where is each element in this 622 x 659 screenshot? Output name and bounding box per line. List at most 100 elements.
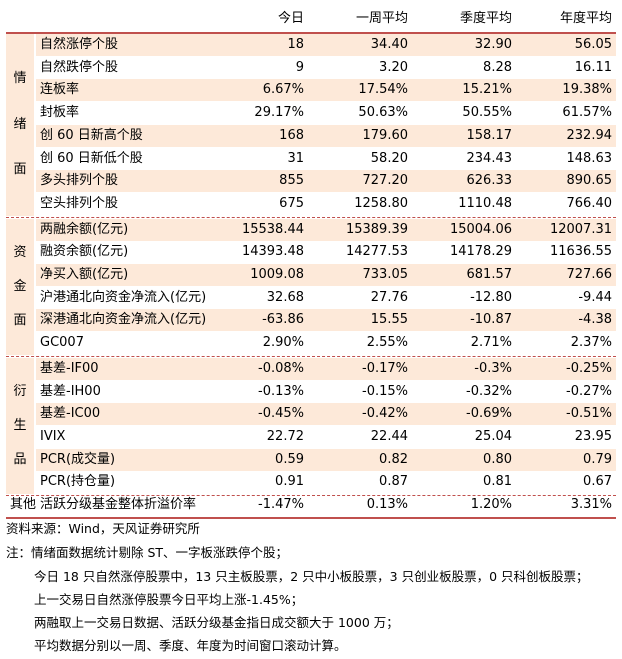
row-shade	[36, 309, 616, 332]
row-value: 0.67	[583, 474, 612, 490]
row-value: 2.37%	[570, 335, 612, 351]
table-row: 自然跌停个股 9 3.20 8.28 16.11	[0, 57, 622, 79]
row-value: 58.20	[370, 150, 408, 166]
header-week-avg: 一周平均	[355, 11, 408, 26]
row-value: 11636.55	[549, 244, 612, 260]
row-value: 27.76	[370, 289, 408, 305]
row-label: 融资余额(亿元)	[40, 244, 129, 260]
row-value: 6.67%	[262, 82, 304, 98]
other-value-week: 0.13%	[366, 497, 408, 512]
note-line-1: 注：情绪面数据统计剔除 ST、一字板涨跌停个股；	[6, 545, 289, 560]
row-value: 0.59	[275, 451, 304, 467]
header-quarter-avg: 季度平均	[459, 11, 512, 26]
row-value: 56.05	[574, 37, 612, 52]
row-value: -0.13%	[258, 383, 304, 399]
table-row: 基差-IF00 -0.08% -0.17% -0.3% -0.25%	[0, 357, 622, 380]
row-value: 50.55%	[462, 105, 512, 121]
sentiment-section-label-char: 绪	[13, 116, 27, 132]
row-value: -63.86	[262, 312, 304, 328]
row-label: 两融余额(亿元)	[40, 221, 129, 237]
row-label: 基差-IH00	[40, 383, 101, 399]
row-value: -0.25%	[566, 360, 612, 376]
row-value: 8.28	[483, 59, 512, 75]
row-value: 1009.08	[250, 267, 304, 282]
table-row: 自然涨停个股 18 34.40 32.90 56.05	[0, 34, 622, 56]
row-value: 148.63	[566, 150, 613, 166]
row-shade	[36, 79, 616, 102]
funding-section-band	[6, 218, 34, 355]
row-shade	[36, 357, 616, 380]
derivatives-section-divider	[6, 495, 616, 496]
row-value: 727.66	[566, 267, 613, 282]
note-line-2: 今日 18 只自然涨停股票中，13 只主板股票，2 只中小板股票，3 只创业板股…	[34, 569, 589, 584]
row-value: 727.20	[362, 173, 409, 189]
row-label: 创 60 日新高个股	[40, 127, 143, 143]
row-value: 17.54%	[358, 82, 408, 98]
row-label: 净买入额(亿元)	[40, 267, 129, 282]
row-value: 0.80	[483, 451, 512, 467]
row-value: -0.15%	[362, 383, 408, 399]
table-row: 创 60 日新高个股 168 179.60 158.17 232.94	[0, 124, 622, 147]
row-label: 基差-IC00	[40, 406, 101, 422]
row-value: 31	[287, 150, 304, 166]
row-shade	[36, 170, 616, 193]
table-header: 今日 一周平均 季度平均 年度平均	[0, 8, 622, 30]
row-value: 15389.39	[345, 221, 408, 237]
row-label: 基差-IF00	[40, 360, 99, 376]
row-value: 0.79	[583, 451, 612, 467]
row-value: 733.05	[362, 267, 409, 282]
row-value: 2.71%	[470, 335, 512, 351]
row-value: 0.87	[379, 474, 408, 490]
sentiment-section-label-char: 情	[13, 71, 27, 87]
row-label: PCR(持仓量)	[40, 474, 116, 490]
table-row: 空头排列个股 675 1258.80 1110.48 766.40	[0, 193, 622, 215]
row-shade	[36, 124, 616, 147]
row-value: 50.63%	[358, 105, 408, 121]
row-value: 675	[279, 195, 304, 211]
table-row: 多头排列个股 855 727.20 626.33 890.65	[0, 170, 622, 193]
row-value: 681.57	[466, 267, 513, 282]
row-value: 29.17%	[254, 105, 304, 121]
sentiment-section-band	[6, 34, 34, 216]
row-value: 15538.44	[241, 221, 304, 237]
table-row: 深港通北向资金净流入(亿元) -63.86 15.55 -10.87 -4.38	[0, 309, 622, 332]
row-value: -0.42%	[362, 406, 408, 422]
row-label: 自然涨停个股	[40, 37, 119, 52]
row-value: 15004.06	[449, 221, 512, 237]
row-label: 创 60 日新低个股	[40, 150, 143, 166]
row-value: 234.43	[466, 150, 513, 166]
table-row: 融资余额(亿元) 14393.48 14277.53 14178.29 11636.55	[0, 241, 622, 263]
row-label: GC007	[40, 335, 84, 351]
row-value: -0.69%	[466, 406, 512, 422]
row-value: 32.68	[266, 289, 304, 305]
header-today: 今日	[277, 11, 304, 26]
note-line-4: 两融取上一交易日数据、活跃分级基金指日成交额大于 1000 万；	[34, 615, 399, 630]
row-value: 18	[287, 37, 304, 52]
row-value: -12.80	[470, 289, 512, 305]
row-shade	[36, 264, 616, 286]
table-row: 两融余额(亿元) 15538.44 15389.39 15004.06 12007.31	[0, 218, 622, 241]
row-shade	[36, 403, 616, 426]
row-value: 1258.80	[354, 195, 408, 211]
table-row: 封板率 29.17% 50.63% 50.55% 61.57%	[0, 102, 622, 124]
row-label: PCR(成交量)	[40, 451, 116, 467]
row-label: 封板率	[40, 105, 80, 121]
table-row: 基差-IC00 -0.45% -0.42% -0.69% -0.51%	[0, 403, 622, 426]
row-value: 19.38%	[562, 82, 612, 98]
row-value: 3.20	[379, 59, 408, 75]
row-value: 23.95	[574, 428, 612, 444]
row-value: 14178.29	[449, 244, 512, 260]
row-shade	[36, 448, 616, 471]
funding-section-label-char: 资	[13, 244, 27, 260]
row-value: 9	[295, 59, 304, 75]
row-value: 25.04	[474, 428, 512, 444]
row-value: 22.72	[266, 428, 304, 444]
note-line-3: 上一交易日自然涨停股票今日平均上涨-1.45%；	[34, 592, 304, 607]
row-value: -0.17%	[362, 360, 408, 376]
funding-section-divider	[6, 355, 616, 357]
header-rule	[6, 32, 616, 34]
row-value: 158.17	[466, 127, 513, 143]
row-value: 855	[279, 173, 304, 189]
table-row: 净买入额(亿元) 1009.08 733.05 681.57 727.66	[0, 264, 622, 286]
row-value: 16.11	[574, 59, 612, 75]
